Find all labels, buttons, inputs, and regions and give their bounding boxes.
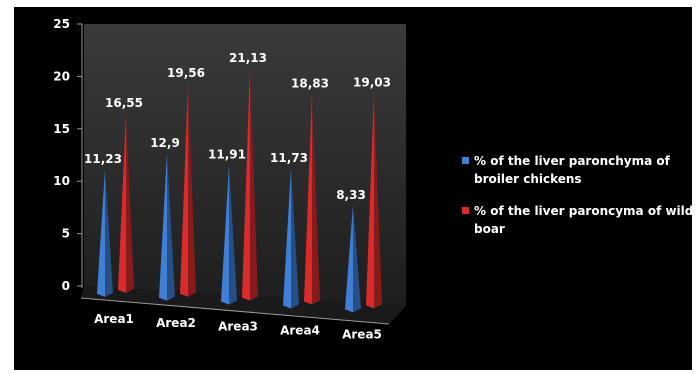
legend: % of the liver paronchyma of broiler chic…	[462, 154, 692, 236]
data-label: 12,9	[150, 136, 180, 150]
data-label: 11,23	[84, 152, 122, 166]
x-tick-label: Area2	[156, 316, 196, 330]
data-label: 8,33	[336, 188, 366, 202]
bar-broiler-area1	[97, 168, 113, 297]
data-label: 11,91	[208, 148, 246, 162]
data-label: 18,83	[291, 76, 329, 90]
bar-broiler-area4	[283, 167, 299, 309]
y-tick-label: 15	[53, 122, 70, 136]
y-tick-label: 5	[62, 227, 70, 241]
chart-frame: 0 5 10 15 20 25 11,23 16,55 Area1 12,9 19,56 Area2…	[14, 7, 692, 370]
bar-wild-boar-area3	[242, 67, 258, 301]
legend-swatch	[462, 207, 469, 214]
x-axis-line	[80, 297, 390, 325]
data-label: 11,73	[270, 151, 308, 165]
y-tick-label: 10	[53, 174, 70, 188]
legend-label: boar	[474, 222, 505, 236]
bar-wild-boar-area5	[366, 92, 382, 309]
bar-broiler-area5	[345, 204, 361, 313]
data-label: 19,03	[353, 76, 391, 90]
axis-layer: 0 5 10 15 20 25	[53, 17, 390, 325]
x-tick-label: Area1	[94, 312, 134, 326]
bar-wild-boar-area2	[180, 83, 196, 297]
legend-label: broiler chickens	[474, 172, 582, 186]
data-label: 16,55	[105, 96, 143, 110]
y-tick-label: 25	[53, 17, 70, 31]
bar-broiler-area3	[221, 164, 237, 305]
legend-label: % of the liver paroncyma of wild	[474, 204, 692, 218]
labels-layer: 11,23 16,55 Area1 12,9 19,56 Area2 11,91 21,13 A…	[84, 51, 391, 341]
x-tick-label: Area4	[280, 324, 320, 338]
legend-label: % of the liver paronchyma of	[474, 154, 671, 168]
pyramid-bar-chart: 0 5 10 15 20 25 11,23 16,55 Area1 12,9 19,56 Area2…	[53, 17, 692, 341]
data-label: 19,56	[167, 66, 205, 80]
x-tick-label: Area3	[218, 320, 258, 334]
y-tick-label: 0	[62, 279, 70, 293]
y-tick-label: 20	[53, 69, 70, 83]
bar-wild-boar-area4	[304, 93, 320, 305]
data-label: 21,13	[229, 51, 267, 65]
x-tick-label: Area5	[342, 327, 382, 341]
bar-broiler-area2	[159, 152, 175, 301]
bars-layer	[97, 67, 382, 313]
bar-wild-boar-area1	[118, 113, 134, 293]
legend-swatch	[462, 157, 469, 164]
